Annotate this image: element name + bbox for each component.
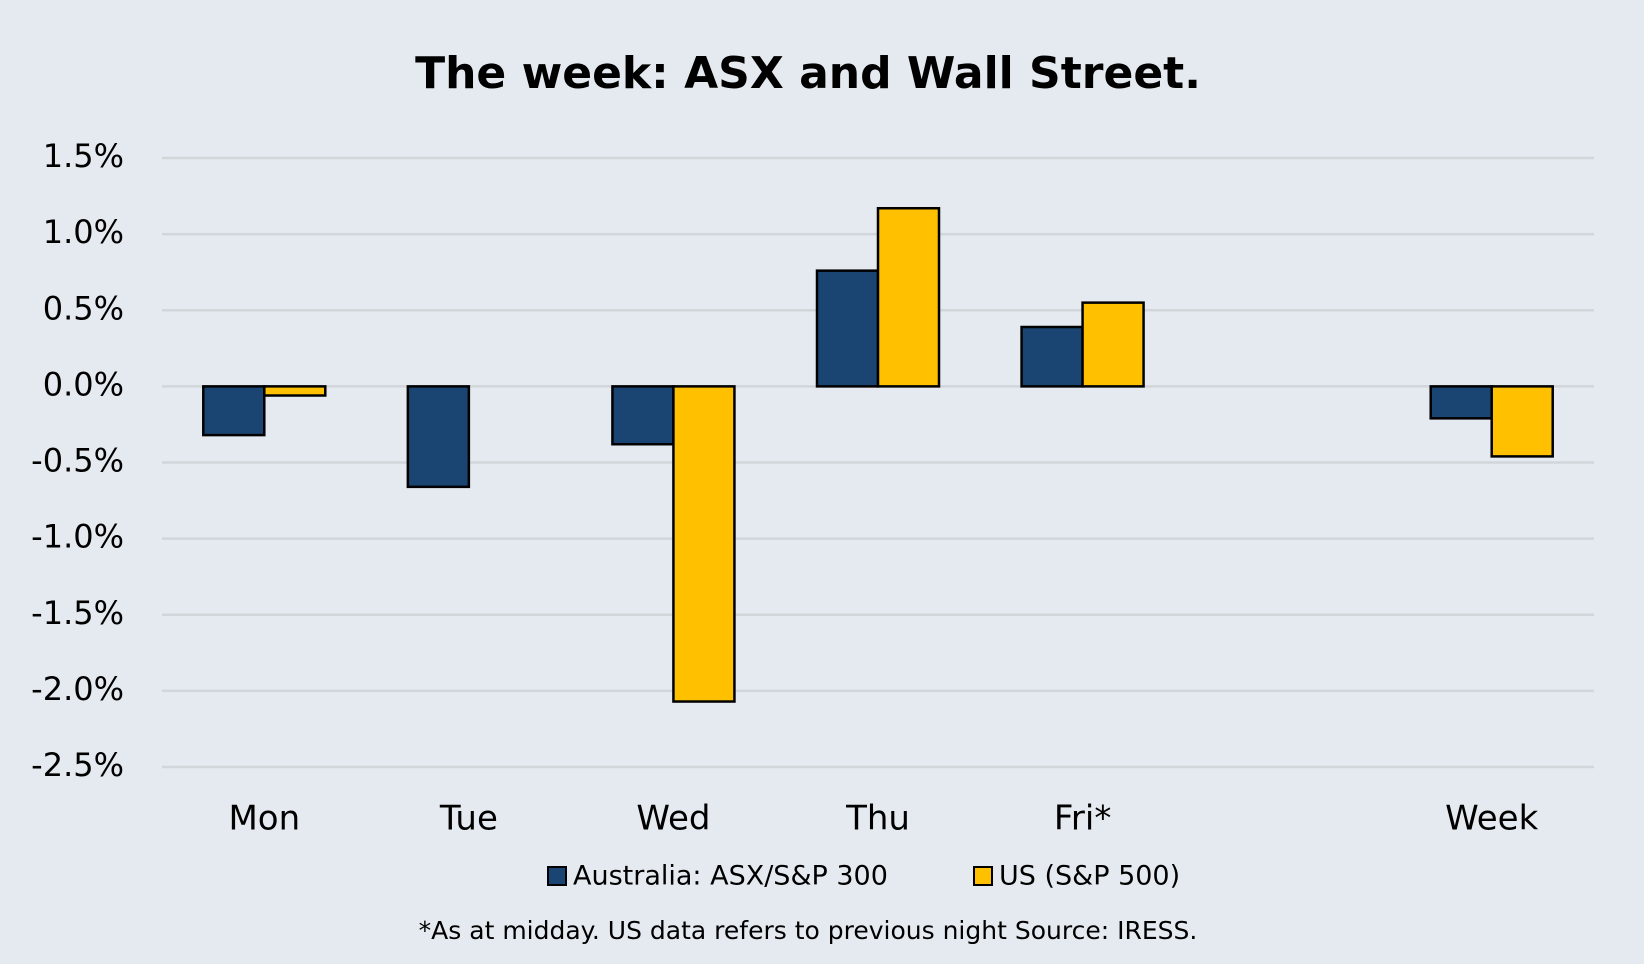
footnote: *As at midday. US data refers to previou… <box>419 916 1198 945</box>
bar <box>202 385 266 437</box>
chart-title: The week: ASX and Wall Street. <box>415 48 1201 99</box>
y-tick-label: 1.0% <box>43 213 124 251</box>
bar <box>1081 301 1145 388</box>
bar <box>1020 325 1084 388</box>
y-tick-label: -1.5% <box>31 594 124 632</box>
y-tick-label: -0.5% <box>31 442 124 480</box>
bar <box>1429 385 1493 420</box>
x-tick-label: Fri* <box>1054 799 1112 839</box>
x-tick-label: Week <box>1445 799 1538 839</box>
legend-swatch <box>973 866 993 886</box>
x-tick-label: Mon <box>228 799 300 839</box>
x-tick-label: Thu <box>845 799 910 839</box>
legend-label: US (S&P 500) <box>999 861 1180 892</box>
y-tick-label: 0.0% <box>43 365 124 403</box>
bar <box>1490 385 1554 458</box>
y-tick-label: -2.5% <box>31 746 124 784</box>
bar <box>406 385 471 489</box>
legend-label: Australia: ASX/S&P 300 <box>573 861 888 892</box>
bar <box>672 385 736 703</box>
y-tick-label: -2.0% <box>31 670 124 708</box>
x-tick-label: Tue <box>439 799 498 839</box>
y-tick-label: 0.5% <box>43 289 124 327</box>
x-tick-label: Wed <box>636 799 710 839</box>
bar <box>263 385 327 397</box>
bar <box>876 206 941 388</box>
y-tick-label: 1.5% <box>43 137 124 175</box>
bar <box>611 385 675 446</box>
y-tick-label: -1.0% <box>31 518 124 556</box>
bar <box>815 269 880 388</box>
legend-swatch <box>547 866 567 886</box>
